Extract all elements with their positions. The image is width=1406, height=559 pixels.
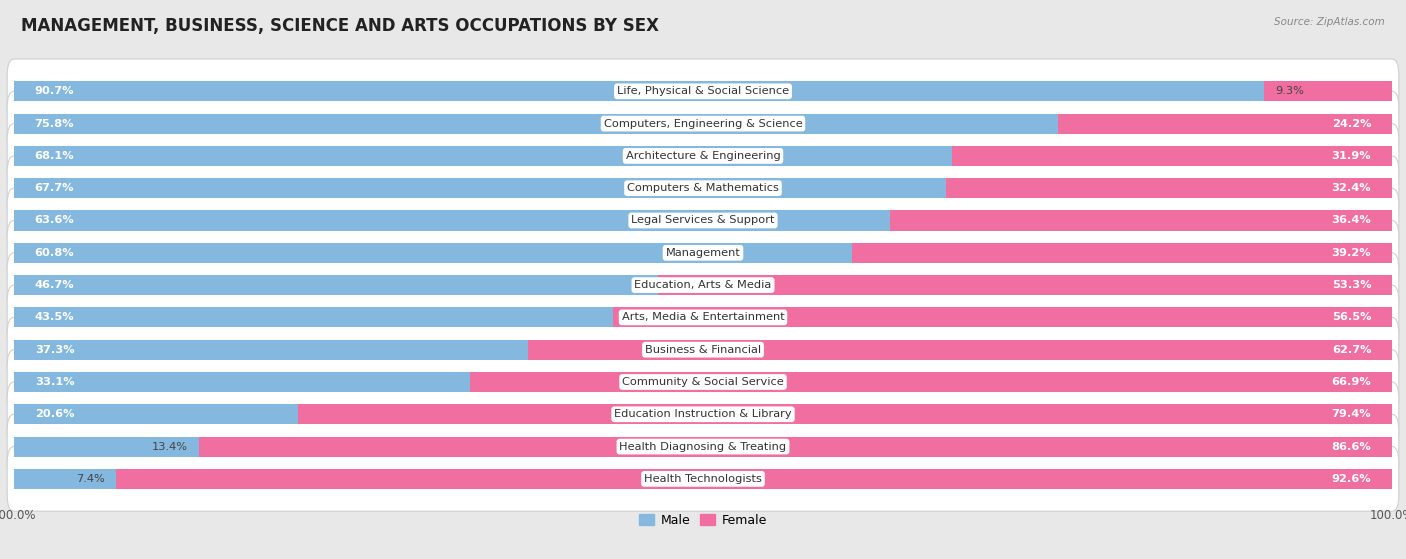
Text: 9.3%: 9.3% [1275, 86, 1303, 96]
Text: Community & Social Service: Community & Social Service [621, 377, 785, 387]
Text: 36.4%: 36.4% [1331, 215, 1371, 225]
Text: Source: ZipAtlas.com: Source: ZipAtlas.com [1274, 17, 1385, 27]
Bar [14, 372, 470, 392]
Bar [14, 211, 890, 230]
FancyBboxPatch shape [7, 285, 1399, 350]
Text: 32.4%: 32.4% [1331, 183, 1371, 193]
Text: Life, Physical & Social Science: Life, Physical & Social Science [617, 86, 789, 96]
FancyBboxPatch shape [7, 91, 1399, 156]
FancyBboxPatch shape [7, 447, 1399, 511]
Text: 62.7%: 62.7% [1331, 345, 1371, 355]
FancyBboxPatch shape [7, 318, 1399, 382]
Text: 39.2%: 39.2% [1331, 248, 1371, 258]
Text: 13.4%: 13.4% [152, 442, 187, 452]
Text: 37.3%: 37.3% [35, 345, 75, 355]
Bar [198, 437, 1392, 457]
Text: 75.8%: 75.8% [35, 119, 75, 129]
Bar [945, 178, 1392, 198]
Text: 31.9%: 31.9% [1331, 151, 1371, 161]
Text: Arts, Media & Entertainment: Arts, Media & Entertainment [621, 312, 785, 323]
Bar [529, 340, 1392, 359]
Text: 90.7%: 90.7% [35, 86, 75, 96]
Text: 33.1%: 33.1% [35, 377, 75, 387]
Text: 66.9%: 66.9% [1331, 377, 1371, 387]
Text: Business & Financial: Business & Financial [645, 345, 761, 355]
Bar [14, 146, 952, 166]
Bar [890, 211, 1392, 230]
Bar [14, 469, 117, 489]
Bar [658, 275, 1392, 295]
Bar [14, 243, 852, 263]
Text: 7.4%: 7.4% [76, 474, 105, 484]
Text: Architecture & Engineering: Architecture & Engineering [626, 151, 780, 161]
FancyBboxPatch shape [7, 220, 1399, 285]
Text: 24.2%: 24.2% [1331, 119, 1371, 129]
Text: 20.6%: 20.6% [35, 409, 75, 419]
Bar [14, 113, 1059, 134]
Bar [14, 275, 658, 295]
Bar [117, 469, 1392, 489]
Bar [470, 372, 1392, 392]
Bar [613, 307, 1392, 328]
Text: Health Technologists: Health Technologists [644, 474, 762, 484]
Text: Computers, Engineering & Science: Computers, Engineering & Science [603, 119, 803, 129]
Text: 86.6%: 86.6% [1331, 442, 1371, 452]
Bar [852, 243, 1392, 263]
Text: Computers & Mathematics: Computers & Mathematics [627, 183, 779, 193]
Bar [14, 307, 613, 328]
Text: 46.7%: 46.7% [35, 280, 75, 290]
Bar [298, 404, 1392, 424]
FancyBboxPatch shape [7, 253, 1399, 318]
Text: 68.1%: 68.1% [35, 151, 75, 161]
Text: 92.6%: 92.6% [1331, 474, 1371, 484]
Bar [1059, 113, 1392, 134]
FancyBboxPatch shape [7, 414, 1399, 479]
Bar [14, 437, 198, 457]
Bar [14, 404, 298, 424]
Text: 67.7%: 67.7% [35, 183, 75, 193]
Bar [1264, 81, 1392, 101]
Text: MANAGEMENT, BUSINESS, SCIENCE AND ARTS OCCUPATIONS BY SEX: MANAGEMENT, BUSINESS, SCIENCE AND ARTS O… [21, 17, 659, 35]
Text: Management: Management [665, 248, 741, 258]
FancyBboxPatch shape [7, 156, 1399, 220]
Text: Education Instruction & Library: Education Instruction & Library [614, 409, 792, 419]
FancyBboxPatch shape [7, 350, 1399, 414]
Bar [14, 81, 1264, 101]
Text: 79.4%: 79.4% [1331, 409, 1371, 419]
Text: 63.6%: 63.6% [35, 215, 75, 225]
Legend: Male, Female: Male, Female [634, 509, 772, 532]
Text: Health Diagnosing & Treating: Health Diagnosing & Treating [620, 442, 786, 452]
FancyBboxPatch shape [7, 188, 1399, 253]
FancyBboxPatch shape [7, 382, 1399, 447]
Bar [14, 340, 529, 359]
Text: Legal Services & Support: Legal Services & Support [631, 215, 775, 225]
Text: 60.8%: 60.8% [35, 248, 75, 258]
FancyBboxPatch shape [7, 124, 1399, 188]
Text: 53.3%: 53.3% [1331, 280, 1371, 290]
Text: Education, Arts & Media: Education, Arts & Media [634, 280, 772, 290]
Text: 56.5%: 56.5% [1331, 312, 1371, 323]
Bar [14, 178, 946, 198]
Text: 43.5%: 43.5% [35, 312, 75, 323]
FancyBboxPatch shape [7, 59, 1399, 124]
Bar [952, 146, 1392, 166]
